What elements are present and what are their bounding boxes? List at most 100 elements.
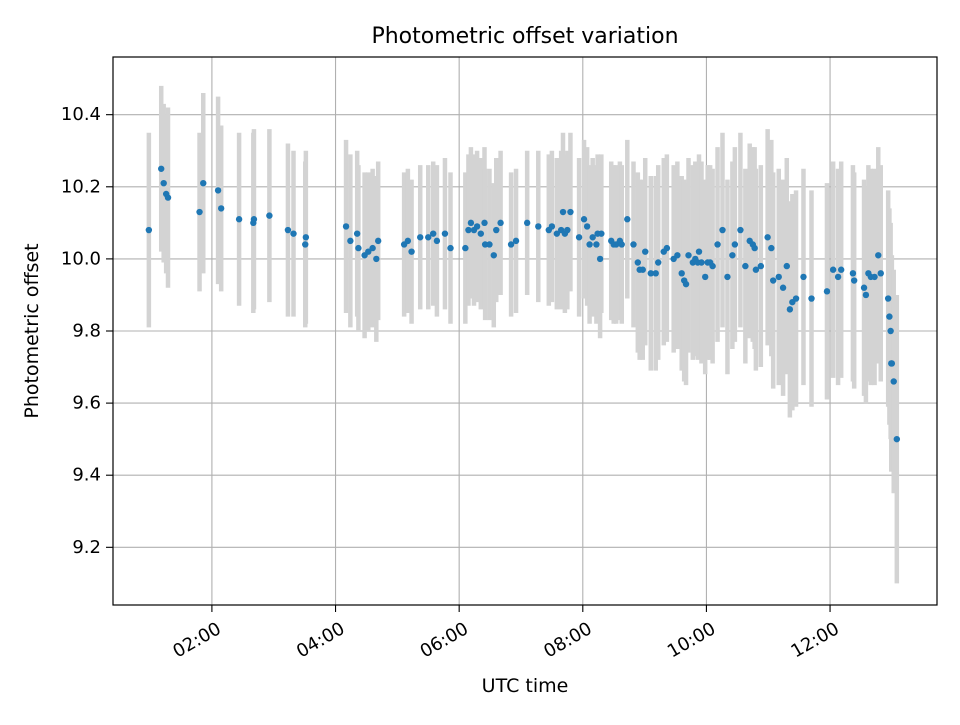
data-point bbox=[493, 226, 500, 234]
data-point bbox=[196, 208, 203, 216]
x-tick-label: 02:00 bbox=[169, 618, 224, 662]
data-point bbox=[369, 244, 376, 252]
data-point bbox=[417, 234, 424, 241]
data-point bbox=[567, 208, 574, 216]
data-point bbox=[355, 244, 362, 252]
data-point bbox=[823, 288, 831, 295]
data-point bbox=[302, 234, 310, 241]
data-point bbox=[473, 223, 481, 230]
data-point bbox=[586, 241, 593, 248]
y-axis-ticks: 9.2 9.4 9.6 9.8 10.0 10.2 10.4 bbox=[61, 104, 113, 558]
data-point bbox=[884, 295, 892, 302]
data-point bbox=[342, 223, 350, 230]
data-point bbox=[886, 313, 893, 320]
data-point bbox=[685, 252, 692, 259]
data-point bbox=[786, 306, 794, 313]
data-point bbox=[764, 234, 771, 241]
data-point bbox=[290, 230, 297, 237]
x-axis-ticks: 02:00 04:00 06:00 08:00 10:00 12:00 bbox=[169, 605, 843, 662]
data-point bbox=[808, 295, 815, 302]
data-point bbox=[497, 219, 504, 227]
data-point bbox=[598, 230, 605, 237]
data-point bbox=[512, 237, 520, 245]
data-point bbox=[719, 226, 726, 234]
data-point bbox=[477, 230, 485, 237]
data-points bbox=[145, 165, 901, 443]
x-tick-label: 08:00 bbox=[540, 618, 595, 662]
data-point bbox=[862, 291, 870, 299]
data-point bbox=[250, 216, 258, 223]
data-point bbox=[353, 230, 361, 237]
data-point bbox=[365, 248, 372, 255]
data-point bbox=[752, 266, 760, 273]
data-point bbox=[860, 284, 868, 291]
data-point bbox=[775, 273, 782, 281]
data-point bbox=[575, 234, 583, 241]
data-point bbox=[373, 255, 380, 263]
data-point bbox=[890, 378, 897, 385]
data-point bbox=[768, 244, 775, 252]
data-point bbox=[834, 273, 842, 281]
data-point bbox=[630, 241, 637, 248]
data-point bbox=[564, 226, 571, 234]
data-point bbox=[523, 219, 531, 227]
data-point bbox=[724, 273, 731, 281]
data-point bbox=[729, 252, 736, 259]
y-axis-label: Photometric offset bbox=[21, 243, 43, 418]
y-tick-label: 10.0 bbox=[61, 248, 101, 269]
data-point bbox=[589, 234, 596, 241]
y-tick-label: 10.2 bbox=[61, 176, 101, 197]
data-point bbox=[347, 237, 354, 245]
data-point bbox=[430, 230, 437, 237]
data-point bbox=[678, 270, 685, 277]
data-point bbox=[160, 179, 167, 187]
data-point bbox=[893, 435, 901, 443]
data-point bbox=[624, 216, 631, 223]
data-point bbox=[164, 194, 172, 201]
data-point bbox=[284, 226, 292, 234]
x-tick-label: 04:00 bbox=[293, 618, 348, 662]
data-point bbox=[655, 259, 662, 266]
data-point bbox=[447, 244, 454, 252]
y-tick-label: 9.2 bbox=[72, 537, 101, 558]
data-point bbox=[682, 280, 690, 288]
x-tick-label: 10:00 bbox=[664, 618, 719, 662]
data-point bbox=[709, 262, 716, 270]
data-point bbox=[837, 266, 845, 273]
data-point bbox=[374, 237, 382, 245]
data-point bbox=[800, 273, 807, 281]
data-point bbox=[548, 223, 556, 230]
data-point bbox=[779, 284, 787, 291]
data-point bbox=[583, 223, 591, 230]
data-point bbox=[404, 237, 412, 245]
data-point bbox=[849, 270, 857, 277]
data-point bbox=[737, 226, 744, 234]
data-point bbox=[742, 262, 749, 270]
y-tick-label: 10.4 bbox=[61, 104, 101, 125]
data-point bbox=[593, 241, 600, 248]
data-point bbox=[698, 259, 705, 266]
data-point bbox=[145, 226, 153, 234]
data-point bbox=[302, 241, 309, 248]
data-point bbox=[751, 244, 758, 252]
data-point bbox=[467, 219, 475, 227]
data-point bbox=[481, 219, 488, 227]
y-tick-label: 9.6 bbox=[72, 393, 101, 414]
data-point bbox=[462, 244, 469, 252]
data-point bbox=[433, 237, 441, 245]
x-tick-label: 06:00 bbox=[417, 618, 472, 662]
data-point bbox=[535, 223, 542, 230]
data-point bbox=[596, 255, 604, 263]
data-point bbox=[887, 327, 894, 335]
data-point bbox=[441, 230, 449, 237]
data-point bbox=[850, 277, 858, 284]
data-point bbox=[888, 360, 896, 367]
data-point bbox=[266, 212, 273, 219]
data-point bbox=[769, 277, 777, 284]
y-tick-label: 9.4 bbox=[72, 465, 101, 486]
data-point bbox=[877, 270, 884, 277]
data-point bbox=[486, 241, 493, 248]
data-point bbox=[674, 252, 681, 259]
data-point bbox=[553, 230, 561, 237]
